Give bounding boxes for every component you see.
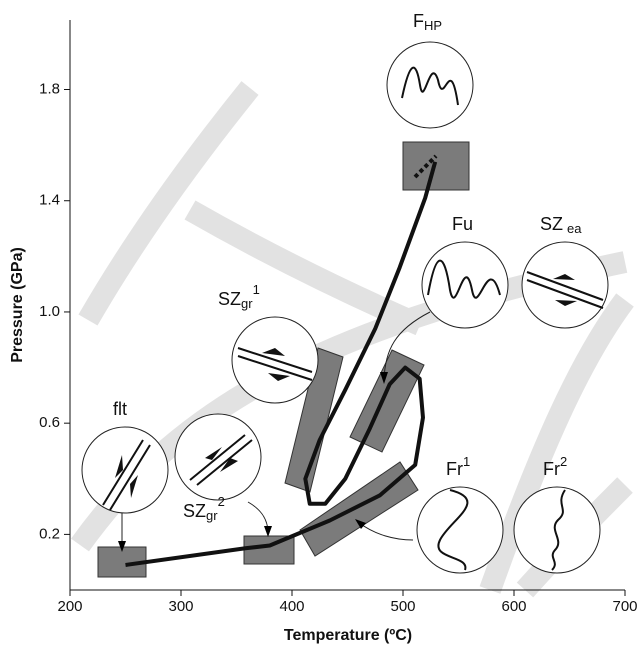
y-axis-title: Pressure (GPa): [9, 247, 26, 363]
label: Fr2: [543, 454, 567, 478]
x-tick-label: 700: [612, 598, 637, 615]
label: flt: [113, 399, 127, 419]
label-text: SZ: [218, 289, 241, 309]
label-text: F: [413, 11, 424, 31]
label-sup: 1: [253, 282, 260, 297]
pt-path: [125, 161, 438, 567]
label: SZ ea: [540, 214, 582, 237]
label-text: SZ: [540, 214, 563, 234]
y-tick-label: 1.0: [39, 303, 60, 320]
circles: [81, 41, 609, 574]
label-text: Fu: [452, 214, 473, 234]
x-tick-label: 200: [57, 598, 82, 615]
label-text: SZ: [183, 501, 206, 521]
plot: [125, 161, 438, 567]
label-text: flt: [113, 399, 127, 419]
label-sup: 1: [463, 454, 470, 469]
x-tick-label: 600: [501, 598, 526, 615]
x-axis-title: Temperature (ºC): [284, 627, 412, 644]
x-tick-label: 300: [168, 598, 193, 615]
label-sup: 2: [560, 454, 567, 469]
label-sub: gr: [241, 296, 253, 311]
y-tick-label: 1.8: [39, 80, 60, 97]
label: SZgr2: [183, 494, 225, 523]
label-sub: gr: [206, 508, 218, 523]
dotted-path: [413, 154, 438, 179]
label-text: Fr: [446, 459, 463, 479]
y-tick-label: 1.4: [39, 192, 60, 209]
y-tick-label: 0.2: [39, 525, 60, 542]
arrows: [118, 311, 431, 552]
x-tick-label: 500: [390, 598, 415, 615]
label: SZgr1: [218, 282, 260, 311]
label: Fr1: [446, 454, 470, 478]
label: FHP: [413, 11, 442, 34]
label-text: Fr: [543, 459, 560, 479]
label-sub: ea: [567, 221, 582, 236]
labels: FHP Fu SZ ea SZgr1 flt SZgr2 Fr1 Fr2: [113, 11, 582, 524]
label-sub: HP: [424, 18, 442, 33]
y-tick-label: 0.6: [39, 414, 60, 431]
label-sup: 2: [218, 494, 225, 509]
x-tick-label: 400: [279, 598, 304, 615]
label: Fu: [452, 214, 473, 234]
